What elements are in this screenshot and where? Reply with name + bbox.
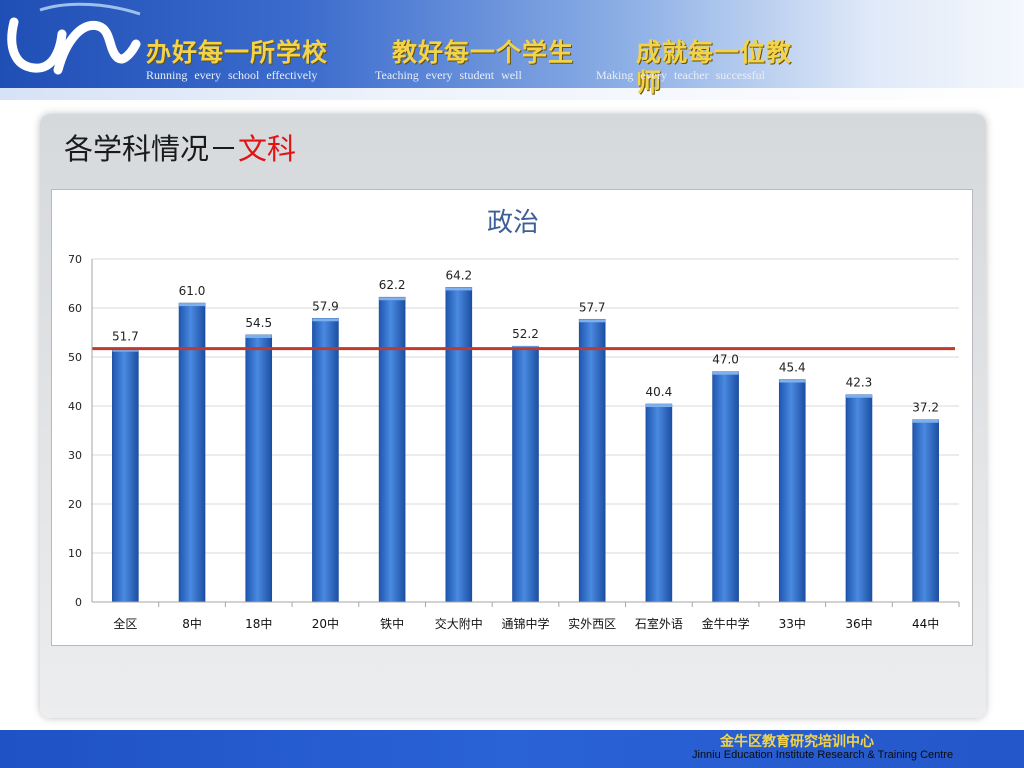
y-tick-label: 10 [68,547,82,560]
x-tick-label: 33中 [779,616,806,631]
slide-title: 各学科情况－文科 [64,126,296,168]
slide-title-prefix: 各学科情况－ [64,132,239,166]
bar-top-highlight [645,404,672,408]
x-tick-label: 石室外语 [635,616,683,631]
data-label: 62.2 [379,278,406,292]
bar [645,403,673,603]
x-tick-label: 实外西区 [568,616,616,631]
bar-top-highlight [912,419,939,423]
bar-top-highlight [379,297,406,301]
data-label: 52.2 [512,327,539,341]
data-label: 37.2 [912,401,939,415]
y-tick-label: 30 [68,449,82,462]
x-tick-label: 8中 [182,616,202,631]
x-tick-label: 通锦中学 [501,616,549,631]
footer-bar [0,730,1024,768]
bar-top-highlight [245,334,272,338]
bar-top-highlight [579,319,606,323]
slogan-student: 教好每一个学生 [392,38,575,67]
bar [578,318,606,603]
data-label: 42.3 [846,376,873,390]
x-tick-label: 36中 [845,616,872,631]
bar-top-highlight [779,379,806,383]
bar [378,296,406,603]
bar-top-highlight [179,303,206,307]
x-tick-label: 44中 [912,616,939,631]
bar-top-highlight [445,287,472,291]
data-label: 64.2 [445,268,472,282]
y-tick-label: 70 [68,253,82,266]
bar-top-highlight [312,318,339,322]
bar [512,345,539,603]
data-label: 40.4 [646,385,673,399]
x-tick-label: 20中 [312,616,339,631]
y-tick-label: 20 [68,498,82,511]
data-label: 45.4 [779,361,806,375]
bar-top-highlight [712,371,739,375]
x-tick-label: 18中 [245,616,272,631]
data-label: 57.9 [312,299,339,313]
bar-top-highlight [845,394,872,398]
bar [312,317,339,603]
bar [445,287,473,603]
slogan-teacher: 成就每一位教师 [636,38,793,97]
chart-container: 政治 51.7 61.0 54.5 57.9 62.2 64.2 52.2 57.7 40.4 4… [51,189,973,646]
x-tick-label: 交大附中 [435,616,483,631]
footer-org-name-en: Jinniu Education Institute Research & Tr… [692,749,954,761]
bar-chart: 政治 51.7 61.0 54.5 57.9 62.2 64.2 52.2 57.7 40.4 4… [68,208,960,631]
bar [845,394,873,603]
footer-org-name: 金牛区教育研究培训中心 [720,734,874,750]
bar [245,334,273,603]
x-tick-label: 金牛中学 [702,616,750,631]
bar [712,371,739,603]
x-tick-label: 全区 [113,616,137,631]
x-tick-label: 铁中 [380,616,404,631]
y-tick-label: 40 [68,400,82,413]
slide-title-highlight: 文科 [238,132,297,166]
bar [112,348,139,603]
data-label: 51.7 [112,330,139,344]
y-tick-label: 60 [68,302,82,315]
bar [912,419,939,603]
bar [778,379,806,603]
chart-title: 政治 [487,208,539,238]
data-label: 61.0 [179,284,206,298]
y-tick-label: 50 [68,351,82,364]
data-label: 54.5 [245,316,272,330]
y-tick-label: 0 [75,596,82,609]
data-label: 47.0 [712,353,739,367]
header-banner [0,0,1024,100]
institute-logo [7,2,141,75]
slogan-school: 办好每一所学校 [146,38,329,67]
slogan-teacher-en: Making every teacher successful [596,68,765,82]
slogan-student-en: Teaching every student well [375,68,522,82]
data-label: 57.7 [579,300,606,314]
header-band [0,88,1024,100]
slogan-school-en: Running every school effectively [146,68,318,82]
